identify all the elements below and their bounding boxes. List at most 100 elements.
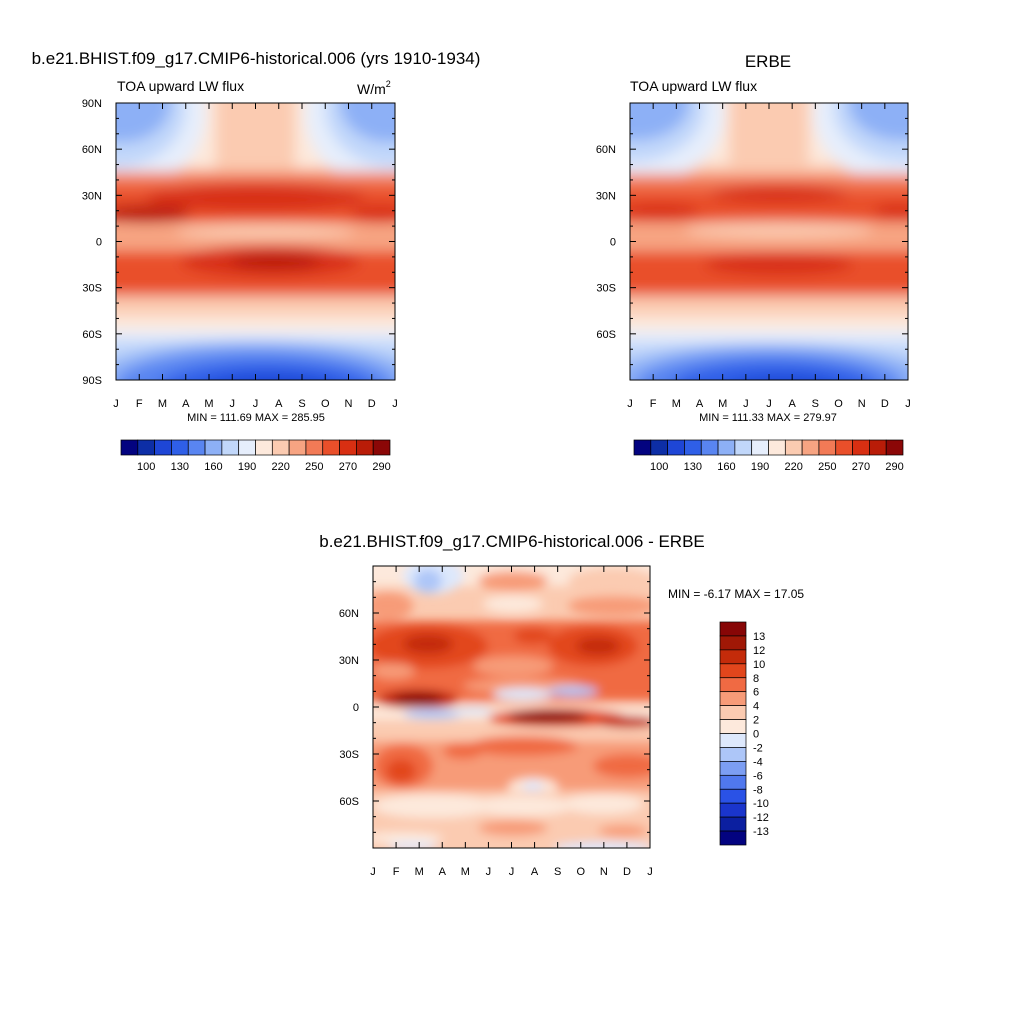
y-tick-label: 90N bbox=[82, 98, 102, 110]
colorbar-swatch bbox=[204, 439, 223, 456]
x-tick-label: M bbox=[672, 398, 681, 410]
y-tick-label: 30N bbox=[82, 190, 102, 202]
x-tick-label: M bbox=[718, 398, 727, 410]
colorbar-label: -13 bbox=[753, 826, 769, 838]
x-tick-label: M bbox=[461, 866, 470, 878]
x-tick-label: M bbox=[415, 866, 424, 878]
colorbar-swatch bbox=[171, 439, 189, 456]
colorbar-swatch bbox=[885, 439, 904, 456]
colorbar-swatch bbox=[719, 830, 747, 846]
colorbar-swatch bbox=[818, 439, 837, 456]
difference-title: b.e21.BHIST.f09_g17.CMIP6-historical.006… bbox=[319, 532, 705, 551]
colorbar-swatch bbox=[684, 439, 702, 456]
x-tick-label: A bbox=[275, 398, 283, 410]
colorbar-label: 270 bbox=[852, 461, 870, 473]
y-tick-label: 0 bbox=[353, 702, 359, 714]
colorbar-swatch bbox=[271, 439, 290, 456]
colorbar-label: 220 bbox=[785, 461, 803, 473]
colorbar-label: 100 bbox=[137, 461, 155, 473]
x-tick-label: A bbox=[696, 398, 704, 410]
colorbar-swatch bbox=[120, 439, 139, 456]
x-tick-label: D bbox=[368, 398, 376, 410]
y-tick-label: 30N bbox=[339, 655, 359, 667]
erbe-title: ERBE bbox=[745, 52, 791, 71]
x-tick-label: S bbox=[812, 398, 819, 410]
difference-colorbar: 13 12 10 8 6 4 2 0-2 -4 -6 -8 -10 -12 -13 bbox=[719, 621, 769, 846]
x-tick-label: S bbox=[554, 866, 561, 878]
colorbar-swatch bbox=[835, 439, 853, 456]
colorbar-label: 130 bbox=[171, 461, 189, 473]
colorbar-label: 270 bbox=[339, 461, 357, 473]
colorbar-swatch bbox=[869, 439, 887, 456]
model-panel: b.e21.BHIST.f09_g17.CMIP6-historical.006… bbox=[32, 49, 481, 473]
colorbar-swatch bbox=[801, 439, 820, 456]
colorbar-swatch bbox=[255, 439, 273, 456]
colorbar-label: 250 bbox=[305, 461, 323, 473]
y-tick-label: 0 bbox=[96, 237, 102, 249]
colorbar-swatch bbox=[288, 439, 307, 456]
x-tick-label: J bbox=[743, 398, 749, 410]
colorbar-swatch bbox=[633, 439, 652, 456]
x-tick-label: F bbox=[650, 398, 657, 410]
x-tick-label: N bbox=[345, 398, 353, 410]
model-units-exponent: 2 bbox=[386, 79, 391, 89]
x-tick-label: J bbox=[253, 398, 259, 410]
x-tick-label: J bbox=[370, 866, 376, 878]
colorbar-label: -10 bbox=[753, 798, 769, 810]
colorbar-label: 8 bbox=[753, 673, 759, 685]
colorbar-swatch bbox=[137, 439, 155, 456]
y-tick-label: 0 bbox=[610, 237, 616, 249]
colorbar-label: 4 bbox=[753, 701, 759, 713]
colorbar-swatch bbox=[372, 439, 391, 456]
colorbar-swatch bbox=[719, 649, 747, 665]
x-tick-label: J bbox=[509, 866, 515, 878]
erbe-axes: J F M A M J J A S O N D J 60N 30N 0 30S 60S bbox=[596, 102, 911, 410]
x-tick-label: J bbox=[392, 398, 398, 410]
x-tick-label: A bbox=[531, 866, 539, 878]
colorbar-label: 190 bbox=[238, 461, 256, 473]
colorbar-swatch bbox=[719, 677, 747, 693]
colorbar-swatch bbox=[719, 802, 747, 818]
x-tick-label: A bbox=[788, 398, 796, 410]
colorbar-label: 290 bbox=[885, 461, 903, 473]
difference-axes: J F M A M J J A S O N D J 60N 30N 0 30S 60S bbox=[339, 565, 653, 878]
colorbar-swatch bbox=[238, 439, 256, 456]
colorbar-swatch bbox=[719, 705, 747, 720]
x-tick-label: A bbox=[182, 398, 190, 410]
x-tick-label: N bbox=[600, 866, 608, 878]
erbe-panel: ERBE TOA upward LW flux bbox=[596, 52, 911, 473]
colorbar-swatch bbox=[719, 733, 747, 748]
colorbar-label: -4 bbox=[753, 756, 763, 768]
colorbar-swatch bbox=[852, 439, 870, 456]
x-tick-label: A bbox=[439, 866, 447, 878]
colorbar-swatch bbox=[305, 439, 324, 456]
colorbar-swatch bbox=[221, 439, 240, 456]
difference-minmax-stats: MIN = -6.17 MAX = 17.05 bbox=[668, 587, 804, 601]
colorbar-swatch bbox=[187, 439, 206, 456]
colorbar-swatch bbox=[751, 439, 769, 456]
colorbar-swatch bbox=[339, 439, 357, 456]
x-tick-label: J bbox=[113, 398, 119, 410]
erbe-minmax-stats: MIN = 111.33 MAX = 279.97 bbox=[699, 412, 837, 424]
colorbar-label: 250 bbox=[818, 461, 836, 473]
colorbar-swatch bbox=[734, 439, 753, 456]
colorbar-label: 160 bbox=[717, 461, 735, 473]
y-tick-label: 60N bbox=[82, 144, 102, 156]
colorbar-label: 130 bbox=[684, 461, 702, 473]
x-tick-label: J bbox=[486, 866, 492, 878]
colorbar-label: 10 bbox=[753, 659, 765, 671]
colorbar-swatch bbox=[356, 439, 374, 456]
colorbar-label: 220 bbox=[272, 461, 290, 473]
x-tick-label: M bbox=[204, 398, 213, 410]
x-tick-label: J bbox=[627, 398, 633, 410]
colorbar-label: 6 bbox=[753, 687, 759, 699]
x-tick-label: S bbox=[298, 398, 305, 410]
colorbar-swatch bbox=[719, 774, 747, 790]
colorbar-label: 100 bbox=[650, 461, 668, 473]
colorbar-label: -8 bbox=[753, 784, 763, 796]
colorbar-swatch bbox=[719, 719, 747, 734]
x-tick-label: M bbox=[158, 398, 167, 410]
colorbar-swatch bbox=[719, 691, 747, 706]
colorbar-label: 2 bbox=[753, 715, 759, 727]
